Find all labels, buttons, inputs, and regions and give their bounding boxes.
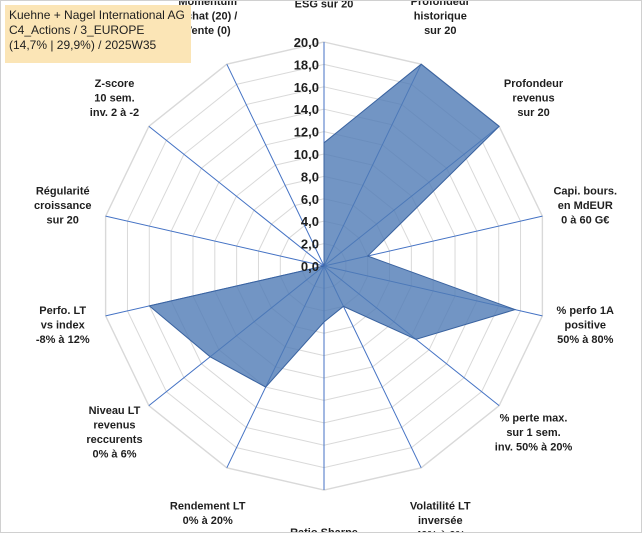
chart-title-box: Kuehne + Nagel International AG C4_Actio… <box>5 5 191 63</box>
tick-label: 2,0 <box>301 237 319 252</box>
radar-tick-labels: 0,0 2,0 4,0 6,0 8,0 10,0 12,0 14,0 16,0 18,0 20,0 <box>294 35 319 274</box>
tick-label: 16,0 <box>294 80 319 95</box>
axis-label: Capi. bours. en MdEUR 0 à 60 G€ <box>553 186 617 227</box>
axis-label: % perfo 1A positive 50% à 80% <box>557 305 615 346</box>
tick-label: 4,0 <box>301 214 319 229</box>
axis-label: NoteESG sur 20 <box>295 1 354 11</box>
company-name: Kuehne + Nagel International AG <box>9 8 185 22</box>
series-area <box>148 63 517 388</box>
axis-label: % perte max. sur 1 sem. inv. 50% à 20% <box>495 412 573 453</box>
category-line: C4_Actions / 3_EUROPE <box>9 23 145 37</box>
period-line: (14,7% | 29,9%) / 2025W35 <box>9 38 157 52</box>
axis-label: Volatilité LTinversée40% à 0% <box>410 500 471 532</box>
tick-label: 8,0 <box>301 169 319 184</box>
tick-label: 12,0 <box>294 125 319 140</box>
axis-label: Profondeur historique sur 20 <box>411 1 471 37</box>
tick-label: 18,0 <box>294 57 319 72</box>
axis-label: Niveau LT revenus reccurents 0% à 6% <box>86 405 142 461</box>
axis-label: Profondeur revenus sur 20 <box>504 78 564 119</box>
tick-label: 0,0 <box>301 259 319 274</box>
axis-label: Rendement LT 0% à 20% <box>170 500 246 527</box>
tick-label: 14,0 <box>294 102 319 117</box>
axis-label: Régularité croissance sur 20 <box>34 186 91 227</box>
tick-label: 10,0 <box>294 147 319 162</box>
axis-spoke <box>148 125 325 267</box>
radar-series <box>148 63 517 388</box>
axis-spoke <box>226 63 325 267</box>
tick-label: 20,0 <box>294 35 319 50</box>
axis-label: Momentum Achat (20) / Vente (0) <box>178 1 237 37</box>
axis-label: Z-score 10 sem. inv. 2 à -2 <box>90 78 139 119</box>
axis-label: Perfo. LT vs index -8% à 12% <box>36 305 90 346</box>
axis-spoke <box>105 215 325 267</box>
axis-label: Ratio Sharpe0 à 1 <box>290 527 358 532</box>
tick-label: 6,0 <box>301 192 319 207</box>
